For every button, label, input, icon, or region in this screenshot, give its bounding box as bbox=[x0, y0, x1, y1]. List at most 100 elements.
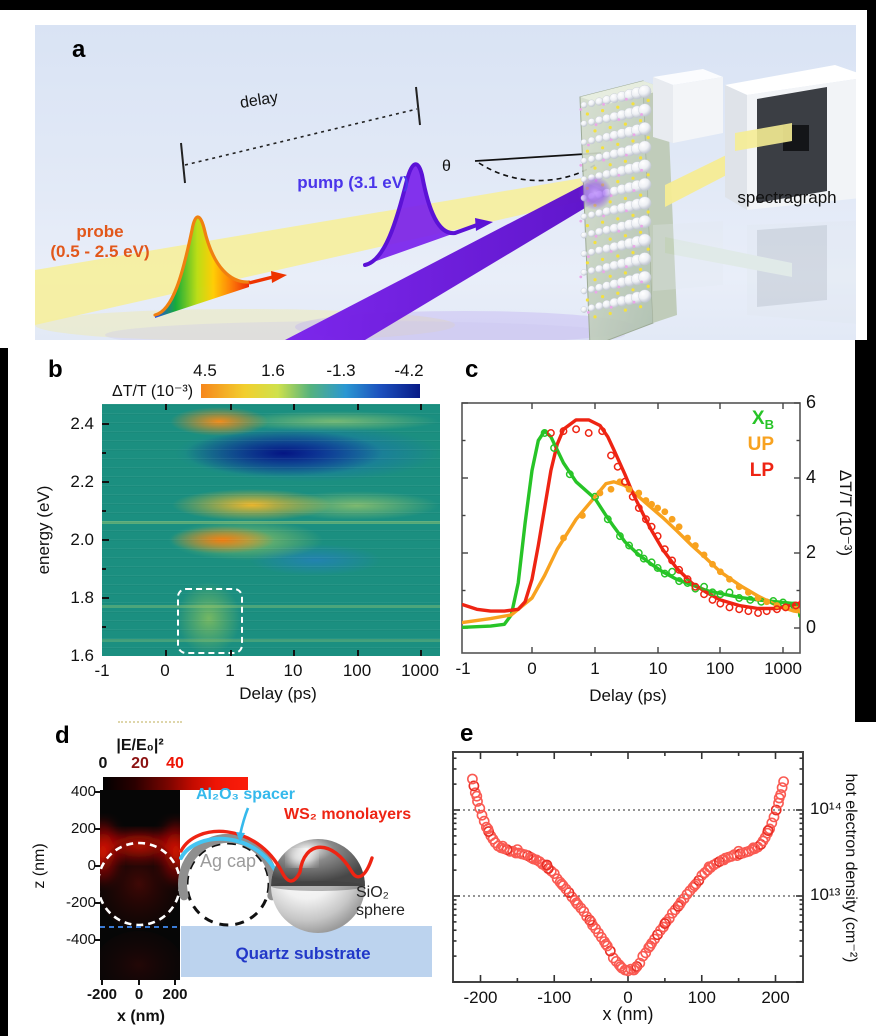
d-colorbar bbox=[103, 777, 248, 790]
d-colorbar-tick-label: 0 bbox=[98, 755, 108, 772]
d-colorbar-tick-label: 40 bbox=[166, 755, 184, 772]
c-ytick-label: 2 bbox=[806, 542, 817, 562]
c-xtick-label: -1 bbox=[455, 659, 471, 678]
panel-c-label: c bbox=[465, 356, 479, 383]
tick-mark bbox=[102, 539, 109, 541]
tick-mark bbox=[230, 650, 232, 656]
tick-mark bbox=[102, 452, 106, 454]
d-ztick-label: -200 bbox=[65, 894, 96, 911]
crop-bar-top bbox=[0, 0, 876, 10]
c-ytick-label: 0 bbox=[806, 617, 817, 637]
e-xtick-label: 200 bbox=[761, 988, 790, 1007]
b-xtick-label: 100 bbox=[342, 661, 372, 680]
d-xlabel: x (nm) bbox=[117, 1008, 165, 1025]
b-xtick-label: 0 bbox=[160, 661, 170, 680]
theta-label: θ bbox=[442, 158, 451, 175]
c-ytick-label: 6 bbox=[806, 392, 817, 412]
ag-cap-label: Ag cap bbox=[200, 851, 257, 871]
d-xtick-label: 0 bbox=[134, 986, 144, 1003]
tick-mark bbox=[420, 650, 422, 656]
panel-a-label: a bbox=[72, 36, 86, 63]
c-legend-item: LP bbox=[749, 460, 774, 481]
d-xtick-label: 200 bbox=[162, 986, 188, 1003]
b-ytick-label: 1.6 bbox=[70, 646, 94, 665]
setup-3d-scene bbox=[35, 65, 856, 340]
b-heatmap bbox=[102, 404, 440, 656]
b-colorbar-tick-label: -4.2 bbox=[394, 361, 424, 380]
b-colorbar-tick-label: 1.6 bbox=[261, 361, 285, 380]
c-xtick-label: 100 bbox=[705, 659, 735, 678]
e-plot bbox=[452, 751, 804, 983]
b-ylabel: energy (eV) bbox=[34, 485, 53, 575]
b-xtick-label: 1000 bbox=[401, 661, 439, 680]
b-heatmap-stripes bbox=[102, 404, 440, 656]
spectrograph-label: spectragraph bbox=[737, 188, 837, 207]
d-schematic bbox=[95, 790, 432, 985]
b-xlabel: Delay (ps) bbox=[239, 684, 317, 703]
c-xtick-label: 1 bbox=[590, 659, 600, 678]
d-colorbar-tick-label: 20 bbox=[131, 755, 149, 772]
d-zlabel: z (nm) bbox=[31, 843, 48, 889]
c-legend-item: XB bbox=[751, 408, 774, 432]
tick-mark bbox=[293, 404, 295, 410]
d-colorbar-title: |E/E₀|² bbox=[116, 737, 164, 754]
b-colorbar bbox=[201, 384, 420, 398]
d-ztick-label: 0 bbox=[87, 857, 96, 874]
c-xtick-label: 10 bbox=[648, 659, 668, 678]
tick-mark bbox=[420, 404, 422, 410]
b-xtick-label: -1 bbox=[94, 661, 110, 680]
panel-d-label: d bbox=[55, 722, 70, 749]
e-ytick-label: 10¹⁴ bbox=[810, 799, 842, 818]
c-xtick-label: 1000 bbox=[764, 659, 802, 678]
tick-mark bbox=[102, 510, 106, 512]
c-ylabel: ΔT/T (10⁻³) bbox=[836, 469, 855, 557]
tick-mark bbox=[102, 423, 109, 425]
pump-label: pump (3.1 eV) bbox=[297, 173, 409, 192]
b-colorbar-title: ΔT/T (10⁻³) bbox=[112, 383, 194, 400]
c-legend-item: UP bbox=[747, 434, 774, 455]
e-ytick-label: 10¹³ bbox=[810, 885, 841, 904]
panel-e-label: e bbox=[460, 720, 474, 747]
b-dashed-roi-box bbox=[176, 587, 244, 654]
tick-mark bbox=[357, 404, 359, 410]
d-ztick-label: 200 bbox=[70, 820, 96, 837]
e-xtick-label: -100 bbox=[537, 988, 572, 1007]
tick-mark bbox=[230, 404, 232, 410]
tick-mark bbox=[357, 650, 359, 656]
tick-mark bbox=[102, 597, 109, 599]
tick-mark bbox=[165, 404, 167, 410]
crop-bar-right-upper bbox=[867, 10, 876, 340]
b-ytick-label: 2.4 bbox=[70, 414, 94, 433]
d-ztick-label: -400 bbox=[65, 931, 96, 948]
al2o3-spacer-label: Al₂O₃ spacer bbox=[196, 786, 295, 803]
tick-mark bbox=[165, 650, 167, 656]
tick-mark bbox=[293, 650, 295, 656]
c-ytick-label: 4 bbox=[806, 467, 817, 487]
probe-label: probe (0.5 - 2.5 eV) bbox=[50, 222, 150, 261]
sio2-label: SiO₂ sphere bbox=[356, 884, 405, 919]
tick-mark bbox=[102, 568, 106, 570]
c-xlabel: Delay (ps) bbox=[589, 686, 667, 705]
crop-bar-right bbox=[855, 340, 876, 722]
quartz-substrate-label: Quartz substrate bbox=[235, 944, 371, 963]
cropped-text-remnant bbox=[118, 721, 182, 723]
e-ylabel: hot electron density (cm⁻²) bbox=[842, 773, 859, 963]
ws2-monolayers-label: WS₂ monolayers bbox=[284, 806, 412, 823]
b-xtick-label: 1 bbox=[225, 661, 235, 680]
d-ztick-label: 400 bbox=[70, 783, 96, 800]
c-plot bbox=[461, 402, 801, 654]
tick-mark bbox=[102, 626, 106, 628]
tick-mark bbox=[102, 481, 109, 483]
d-xtick-label: -200 bbox=[86, 986, 118, 1003]
e-xtick-label: 100 bbox=[687, 988, 716, 1007]
crop-bar-left bbox=[0, 348, 8, 1036]
e-xlabel: x (nm) bbox=[602, 1004, 654, 1024]
panel-a-setup-illustration bbox=[35, 25, 856, 340]
e-xtick-label: 0 bbox=[623, 988, 633, 1007]
c-xtick-label: 0 bbox=[527, 659, 537, 678]
b-xtick-label: 10 bbox=[283, 661, 303, 680]
b-ytick-label: 1.8 bbox=[70, 588, 94, 607]
e-xtick-label: -200 bbox=[463, 988, 498, 1007]
b-colorbar-tick-label: -1.3 bbox=[326, 361, 356, 380]
